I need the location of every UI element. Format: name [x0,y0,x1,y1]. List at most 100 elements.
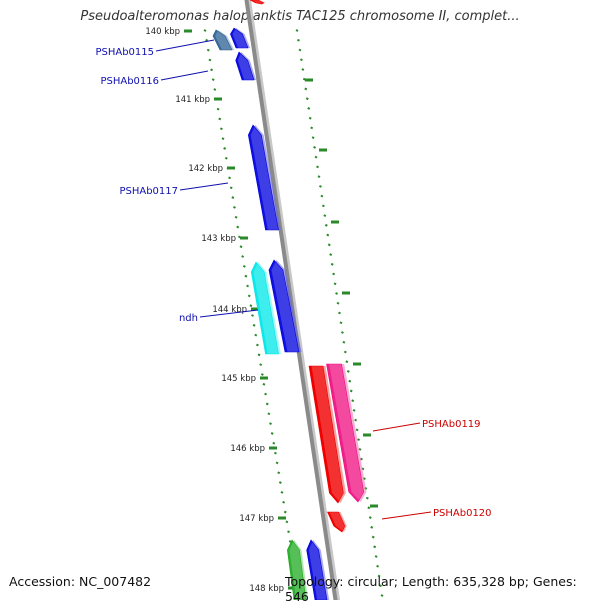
track-dot [229,186,233,190]
track-dot [377,574,381,578]
track-dot [327,243,331,247]
gene-arrow-outline [250,261,279,355]
scale-tick-label: 146 kbp [230,444,265,454]
scale-tick-label: 142 kbp [188,164,223,174]
track-dot [255,343,259,347]
gene-arrow [212,29,235,51]
gene-label-leader [381,511,432,520]
track-dot [354,418,358,422]
track-dot [351,399,355,403]
scale-tick-label: 144 kbp [212,305,247,315]
gene-arrow-highlight [329,512,347,532]
track-dot [373,545,377,549]
track-dot [305,97,309,101]
gene-arrow [230,27,251,49]
gene-arrow [250,261,281,355]
track-dot [319,184,322,188]
gene-label: PSHAb0119 [422,419,481,430]
gene-arrow [326,363,367,503]
gene-arrow-outline [327,511,346,533]
track-dot [272,441,276,445]
track-dot [244,274,248,278]
track-dot [223,147,227,150]
track-dot [326,233,330,237]
track-dot [307,107,311,110]
gene-arrow-highlight [251,0,266,4]
track-dot [224,156,228,160]
track-dot [287,530,290,534]
scale-tick-label: 145 kbp [221,374,256,384]
gene-label: PSHAb0120 [433,508,492,519]
track-dot [280,491,284,494]
gene-label: PSHAb0115 [95,47,154,58]
track-dot [340,331,344,334]
track-dot [203,29,207,32]
track-dot [277,471,281,475]
track-dot [247,294,251,298]
track-dot [330,262,334,266]
track-dot [380,594,384,597]
track-dot [208,58,212,62]
track-dot [228,176,232,180]
track-dot [321,204,325,208]
track-dot [365,496,369,500]
track-dot [259,363,263,367]
track-dot [213,88,217,91]
track-dot [283,510,287,514]
track-dot [298,48,302,52]
gene-arrow-outline [306,539,328,600]
track-dot [329,253,333,256]
track-dot [262,382,266,386]
track-dot [273,451,277,455]
gene-arrow [327,511,347,533]
track-dot [332,272,336,276]
track-dot [308,116,312,120]
track-dot [210,68,213,72]
track-dot [234,215,238,219]
track-dot [231,196,235,199]
track-dot [333,282,337,286]
track-dot [339,321,343,325]
track-dot [357,438,360,442]
track-dot [295,29,299,32]
track-dot [371,535,375,539]
gene-arrow-outline [249,0,265,5]
track-dot [269,422,272,425]
track-dot [311,136,315,140]
gene-arrow-highlight [289,540,309,600]
gene-label-leader [199,309,259,318]
scale-tick-label: 140 kbp [145,27,180,37]
scale-tick-label: 143 kbp [201,234,236,244]
track-dot [241,255,245,258]
track-dot [368,516,372,519]
track-dot [310,126,314,130]
right-dotted-track [295,29,384,597]
gene-arrow-highlight [250,125,281,230]
track-dot [233,206,236,209]
track-dot [257,353,261,357]
track-dot [324,223,328,227]
track-dot [236,225,240,229]
map-title: Pseudoalteromonas haloplanktis TAC125 ch… [80,9,520,24]
gene-arrow [235,51,257,81]
track-dot [335,292,339,295]
gene-arrow-outline [268,259,300,353]
gene-arrow [249,0,266,5]
track-dot [348,379,352,383]
gene-arrow-outline [287,539,307,600]
gene-arrow [306,539,330,600]
track-dot [260,373,264,376]
gene-label-leader [372,422,421,432]
track-dot [285,520,289,524]
gene-arrow-outline [230,27,249,49]
track-dot [367,506,371,510]
track-dot [320,194,324,198]
track-dot [205,38,209,42]
track-dot [370,525,374,529]
gene-arrow-highlight [271,260,302,352]
track-dot [374,555,378,558]
gene-arrow-highlight [308,540,330,600]
scale-tick-label: 148 kbp [249,584,284,594]
track-dot [218,117,222,121]
